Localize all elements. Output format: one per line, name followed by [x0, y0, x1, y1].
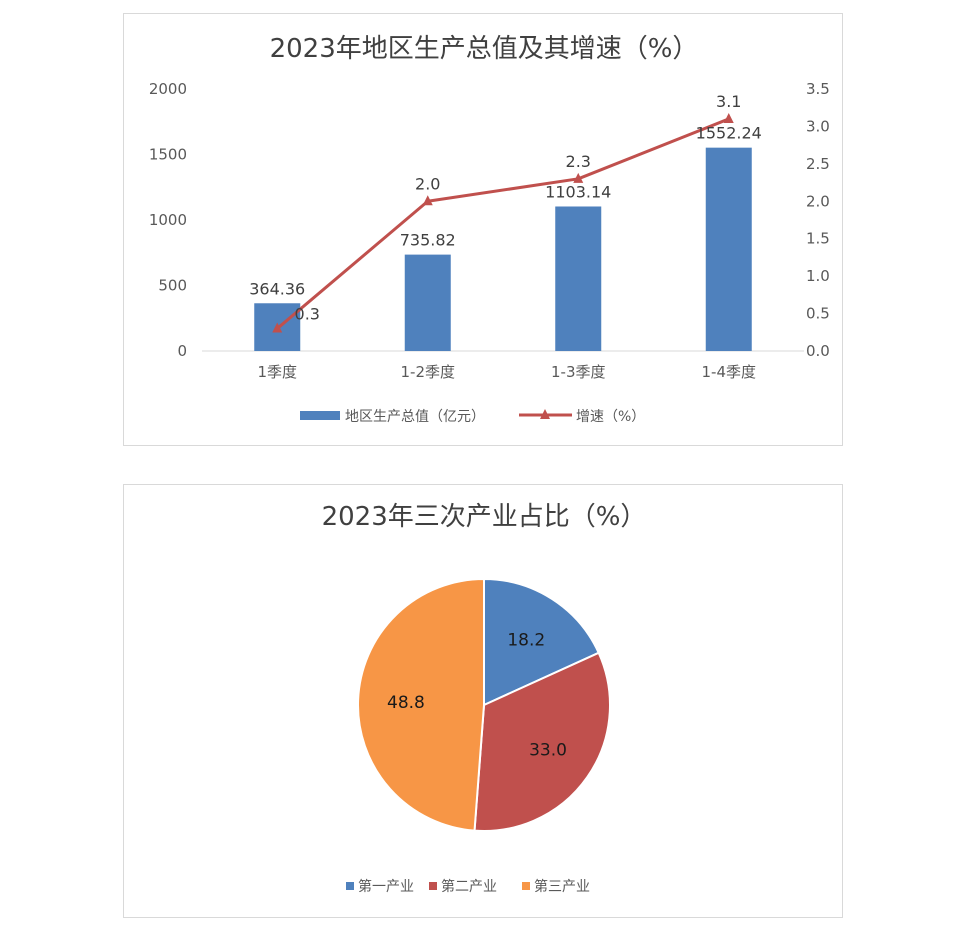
- y2-tick-label: 3.5: [806, 80, 830, 98]
- legend-label-gdp: 地区生产总值（亿元）: [345, 409, 485, 425]
- x-tick-label: 1-4季度: [702, 363, 757, 381]
- pie-data-label: 48.8: [387, 693, 425, 713]
- gdp-data-label: 364.36: [249, 279, 305, 298]
- gdp-data-label: 735.82: [400, 231, 456, 250]
- growth-data-label: 2.0: [415, 174, 440, 193]
- y2-tick-label: 1.5: [806, 230, 830, 248]
- growth-marker: [573, 172, 584, 183]
- pie-slice: [357, 577, 485, 832]
- gdp-chart-panel: 2023年地区生产总值及其增速（%） 0 500 1000 1500 2000 0.0 0…: [123, 13, 843, 446]
- y2-tick-label: 0.0: [806, 342, 830, 360]
- y2-tick-label: 0.5: [806, 305, 830, 323]
- x-tick-label: 1-3季度: [551, 363, 606, 381]
- legend: 地区生产总值（亿元） 增速（%）: [300, 409, 645, 425]
- legend: 第一产业 第二产业 第三产业: [346, 878, 590, 895]
- pie-data-label: 18.2: [507, 630, 545, 650]
- growth-data-label: 2.3: [566, 152, 591, 171]
- legend-label-growth: 增速（%）: [576, 409, 645, 425]
- y-tick-label: 0: [177, 342, 187, 360]
- y2-tick-label: 1.0: [806, 267, 830, 285]
- y2-tick-label: 3.0: [806, 117, 830, 135]
- x-tick-label: 1季度: [257, 363, 297, 381]
- legend-swatch: [346, 882, 354, 890]
- legend-label: 第三产业: [534, 878, 590, 895]
- growth-marker: [422, 195, 433, 206]
- y-tick-label: 1500: [149, 146, 187, 164]
- growth-data-label: 3.1: [716, 92, 741, 111]
- growth-data-label: 0.3: [295, 305, 320, 324]
- legend-marker-growth: [540, 409, 550, 419]
- chart-title: 2023年地区生产总值及其增速（%）: [270, 34, 699, 64]
- growth-marker: [723, 112, 734, 123]
- legend-swatch: [429, 882, 437, 890]
- y-tick-label: 2000: [149, 80, 187, 98]
- industry-share-panel: 2023年三次产业占比（%） 18.2 33.0 48.8 第一产业 第二产业 第三产业: [123, 484, 843, 918]
- growth-marker: [272, 322, 283, 333]
- x-tick-label: 1-2季度: [401, 363, 456, 381]
- legend-label: 第二产业: [441, 878, 497, 895]
- gdp-chart: 2023年地区生产总值及其增速（%） 0 500 1000 1500 2000 0.0 0…: [149, 34, 830, 425]
- industry-share-chart: 2023年三次产业占比（%） 18.2 33.0 48.8 第一产业 第二产业 第三产业: [322, 502, 647, 895]
- gdp-bar: [404, 254, 451, 351]
- y2-tick-label: 2.0: [806, 192, 830, 210]
- y2-tick-label: 2.5: [806, 155, 830, 173]
- y-tick-label: 1000: [149, 211, 187, 229]
- gdp-data-label: 1552.24: [696, 124, 762, 143]
- legend-swatch-gdp: [300, 411, 340, 420]
- gdp-data-label: 1103.14: [545, 182, 611, 201]
- pie-data-label: 33.0: [529, 741, 567, 761]
- growth-line: [276, 117, 730, 330]
- pie-slice: [473, 651, 611, 832]
- gdp-bar: [555, 206, 602, 351]
- y-tick-label: 500: [158, 277, 187, 295]
- chart-title: 2023年三次产业占比（%）: [322, 502, 647, 532]
- legend-swatch: [522, 882, 530, 890]
- legend-label: 第一产业: [358, 878, 414, 895]
- gdp-bar: [705, 147, 752, 351]
- pie-slice: [483, 577, 600, 707]
